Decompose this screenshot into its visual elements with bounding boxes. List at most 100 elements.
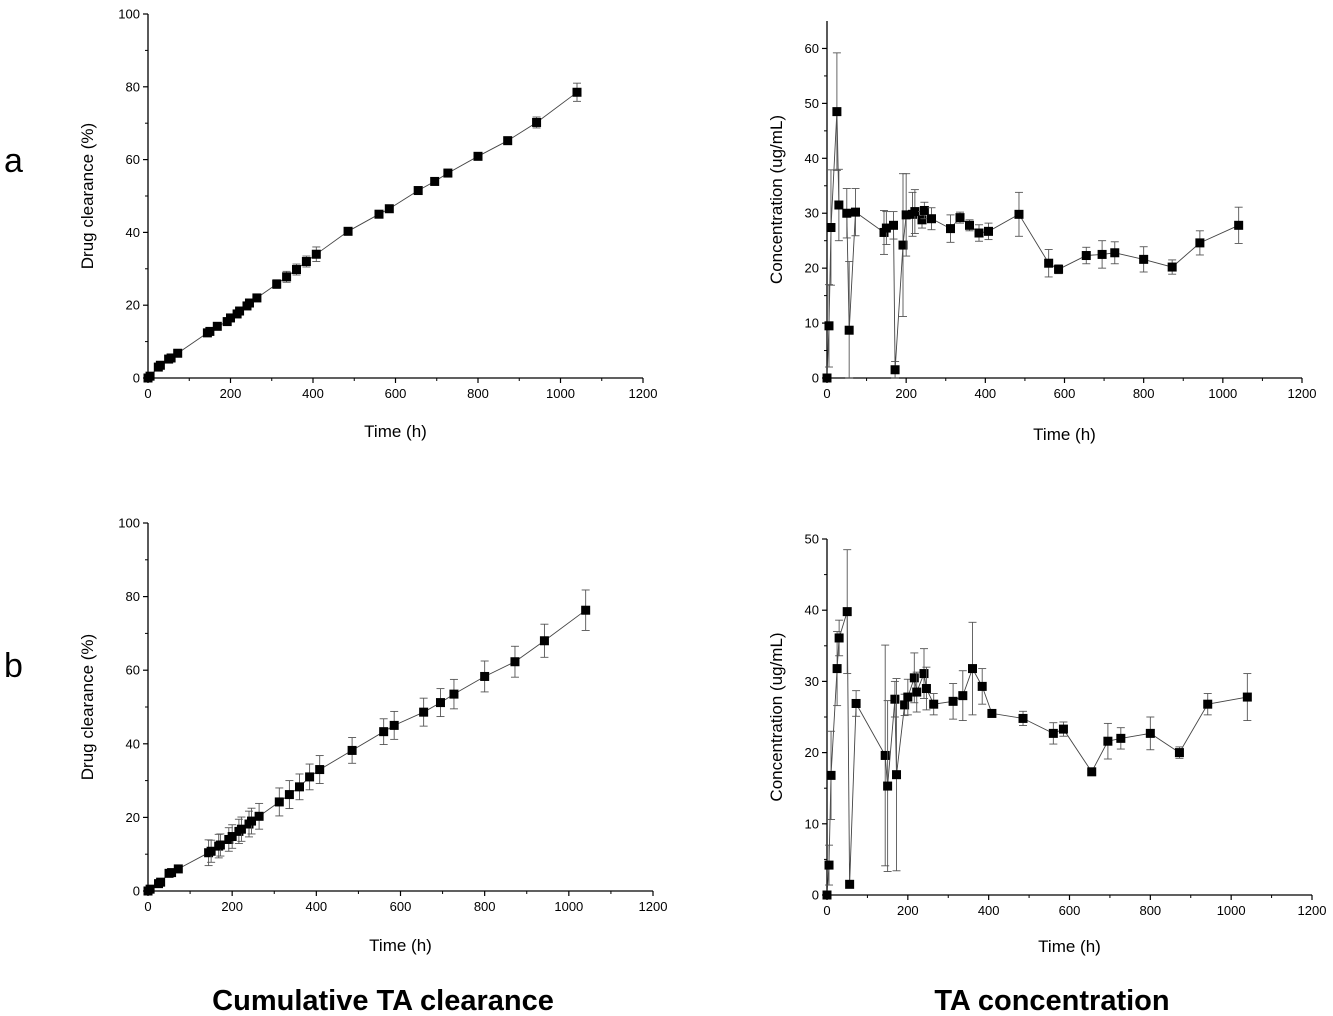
error-bar bbox=[845, 261, 854, 379]
data-point bbox=[1195, 238, 1205, 248]
data-point bbox=[968, 664, 977, 674]
x-axis-label: Time (h) bbox=[369, 936, 432, 955]
data-point bbox=[173, 348, 183, 358]
y-tick-label: 100 bbox=[118, 516, 140, 531]
data-point bbox=[343, 226, 353, 236]
data-point bbox=[449, 689, 459, 699]
data-point bbox=[1081, 251, 1091, 261]
series-line bbox=[826, 111, 1239, 379]
data-point bbox=[824, 860, 834, 870]
data-point bbox=[1054, 264, 1064, 274]
y-axis-label: Drug clearance (%) bbox=[78, 634, 97, 780]
x-tick-label: 200 bbox=[221, 899, 243, 914]
y-tick-label: 50 bbox=[805, 532, 819, 547]
data-point bbox=[946, 224, 955, 234]
chart-b-concentration: 0 10 20 30 40 50 0 200 400 600 800 1000 1200 Time (h)… bbox=[767, 532, 1326, 957]
x-tick-label: 1200 bbox=[639, 899, 668, 914]
data-point bbox=[156, 877, 166, 887]
data-point bbox=[834, 200, 844, 210]
data-point bbox=[984, 226, 993, 236]
x-tick-label: 200 bbox=[220, 386, 242, 401]
y-tick-label: 10 bbox=[805, 316, 819, 331]
data-point bbox=[206, 846, 216, 856]
data-point bbox=[581, 605, 591, 615]
data-point bbox=[473, 151, 483, 161]
data-point bbox=[1044, 258, 1054, 268]
y-axis-label: Concentration (ug/mL) bbox=[767, 632, 786, 801]
x-tick-label: 800 bbox=[1139, 903, 1161, 918]
y-axis-label: Concentration (ug/mL) bbox=[767, 115, 786, 284]
data-point bbox=[247, 816, 257, 826]
data-point bbox=[910, 207, 920, 217]
y-tick-label: 40 bbox=[126, 225, 140, 240]
x-axis-label: Time (h) bbox=[364, 422, 427, 441]
y-tick-label: 0 bbox=[812, 371, 819, 386]
x-tick-label: 400 bbox=[978, 903, 1000, 918]
data-point bbox=[292, 265, 301, 275]
data-point bbox=[480, 671, 490, 681]
data-point bbox=[145, 371, 155, 381]
x-tick-label: 1000 bbox=[1217, 903, 1246, 918]
data-point bbox=[965, 220, 974, 230]
data-point bbox=[958, 691, 968, 701]
data-point bbox=[1110, 248, 1120, 258]
data-point bbox=[1087, 767, 1097, 777]
data-point bbox=[539, 636, 549, 646]
data-point bbox=[272, 279, 282, 289]
data-point bbox=[379, 727, 389, 737]
data-point bbox=[1103, 736, 1113, 746]
data-point bbox=[155, 360, 165, 370]
data-point bbox=[832, 107, 842, 117]
x-tick-label: 800 bbox=[1133, 386, 1155, 401]
data-point bbox=[948, 696, 958, 706]
data-point bbox=[851, 207, 860, 217]
data-point bbox=[572, 87, 582, 97]
y-tick-label: 40 bbox=[126, 736, 140, 751]
y-tick-label: 0 bbox=[812, 888, 819, 903]
x-tick-label: 1200 bbox=[629, 386, 658, 401]
x-axis-label: Time (h) bbox=[1033, 425, 1096, 444]
x-tick-label: 600 bbox=[390, 899, 412, 914]
data-point bbox=[1116, 733, 1126, 743]
x-tick-label: 1200 bbox=[1288, 386, 1317, 401]
y-tick-label: 0 bbox=[133, 371, 140, 386]
panel-letter-a: a bbox=[4, 142, 23, 180]
data-point bbox=[305, 772, 315, 782]
data-point bbox=[145, 884, 155, 894]
caption-cumulative-clearance: Cumulative TA clearance bbox=[212, 985, 554, 1016]
data-point bbox=[912, 687, 922, 697]
data-point bbox=[851, 698, 861, 708]
x-tick-label: 600 bbox=[1054, 386, 1076, 401]
data-point bbox=[347, 745, 357, 755]
data-point bbox=[413, 186, 423, 196]
data-point bbox=[236, 824, 246, 834]
data-point bbox=[974, 228, 984, 238]
x-tick-label: 400 bbox=[305, 899, 327, 914]
x-tick-label: 200 bbox=[895, 386, 917, 401]
data-point bbox=[301, 257, 311, 267]
data-point bbox=[284, 790, 294, 800]
x-tick-label: 800 bbox=[474, 899, 496, 914]
data-point bbox=[901, 210, 911, 220]
y-tick-label: 100 bbox=[118, 7, 140, 22]
data-point bbox=[890, 365, 900, 375]
data-point bbox=[1014, 209, 1024, 219]
data-point bbox=[917, 215, 927, 225]
data-point bbox=[890, 694, 900, 704]
y-tick-label: 30 bbox=[805, 206, 819, 221]
data-point bbox=[1167, 262, 1177, 272]
x-tick-label: 200 bbox=[897, 903, 919, 918]
data-point bbox=[311, 249, 321, 259]
y-tick-label: 80 bbox=[126, 589, 140, 604]
caption-concentration: TA concentration bbox=[934, 985, 1169, 1016]
data-point bbox=[826, 223, 836, 233]
data-point bbox=[374, 209, 384, 219]
data-point bbox=[503, 136, 513, 146]
data-point bbox=[929, 699, 939, 709]
data-point bbox=[826, 770, 836, 780]
data-point bbox=[822, 890, 832, 900]
data-point bbox=[295, 782, 304, 792]
